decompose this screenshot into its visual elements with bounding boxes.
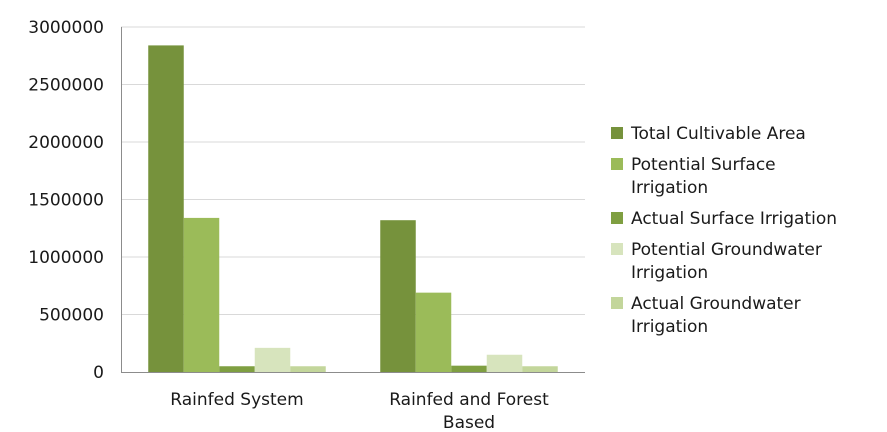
bar bbox=[290, 366, 326, 372]
x-axis-labels: Rainfed System Rainfed and Forest Based bbox=[170, 390, 549, 432]
y-tick-label: 1000000 bbox=[28, 248, 104, 268]
y-tick-label: 1500000 bbox=[28, 191, 104, 211]
bar bbox=[254, 347, 291, 372]
legend-swatch bbox=[611, 127, 623, 139]
legend-swatch bbox=[611, 243, 623, 255]
legend-label: Irrigation bbox=[631, 178, 708, 198]
bar bbox=[219, 366, 255, 372]
y-tick-label: 500000 bbox=[39, 306, 104, 326]
legend-label: Total Cultivable Area bbox=[630, 124, 806, 144]
legend-label: Actual Groundwater bbox=[631, 294, 801, 314]
bar bbox=[183, 217, 220, 372]
x-category-label: Rainfed System bbox=[170, 390, 303, 410]
legend-swatch bbox=[611, 158, 623, 170]
legend-swatch bbox=[611, 297, 623, 309]
legend-swatch bbox=[611, 212, 623, 224]
legend-label: Irrigation bbox=[631, 317, 708, 337]
legend-label: Potential Groundwater bbox=[631, 240, 822, 260]
legend-label: Actual Surface Irrigation bbox=[631, 209, 837, 229]
bar bbox=[148, 45, 184, 373]
legend-label: Potential Surface bbox=[631, 155, 776, 175]
x-category-label: Based bbox=[443, 413, 495, 432]
axes bbox=[121, 27, 585, 373]
bar bbox=[451, 365, 487, 372]
bar bbox=[415, 292, 452, 372]
y-tick-label: 3000000 bbox=[28, 18, 104, 38]
bars bbox=[148, 45, 558, 373]
y-tick-label: 0 bbox=[93, 363, 104, 383]
bar bbox=[380, 220, 416, 372]
bar bbox=[522, 366, 558, 372]
legend: Total Cultivable Area Potential Surface Ir… bbox=[611, 124, 837, 337]
y-axis-ticks: 0 500000 1000000 1500000 2000000 2500000 30000… bbox=[28, 18, 104, 383]
x-category-label: Rainfed and Forest bbox=[389, 390, 549, 410]
bar bbox=[486, 354, 523, 372]
legend-label: Irrigation bbox=[631, 263, 708, 283]
y-tick-label: 2000000 bbox=[28, 133, 104, 153]
y-tick-label: 2500000 bbox=[28, 76, 104, 96]
